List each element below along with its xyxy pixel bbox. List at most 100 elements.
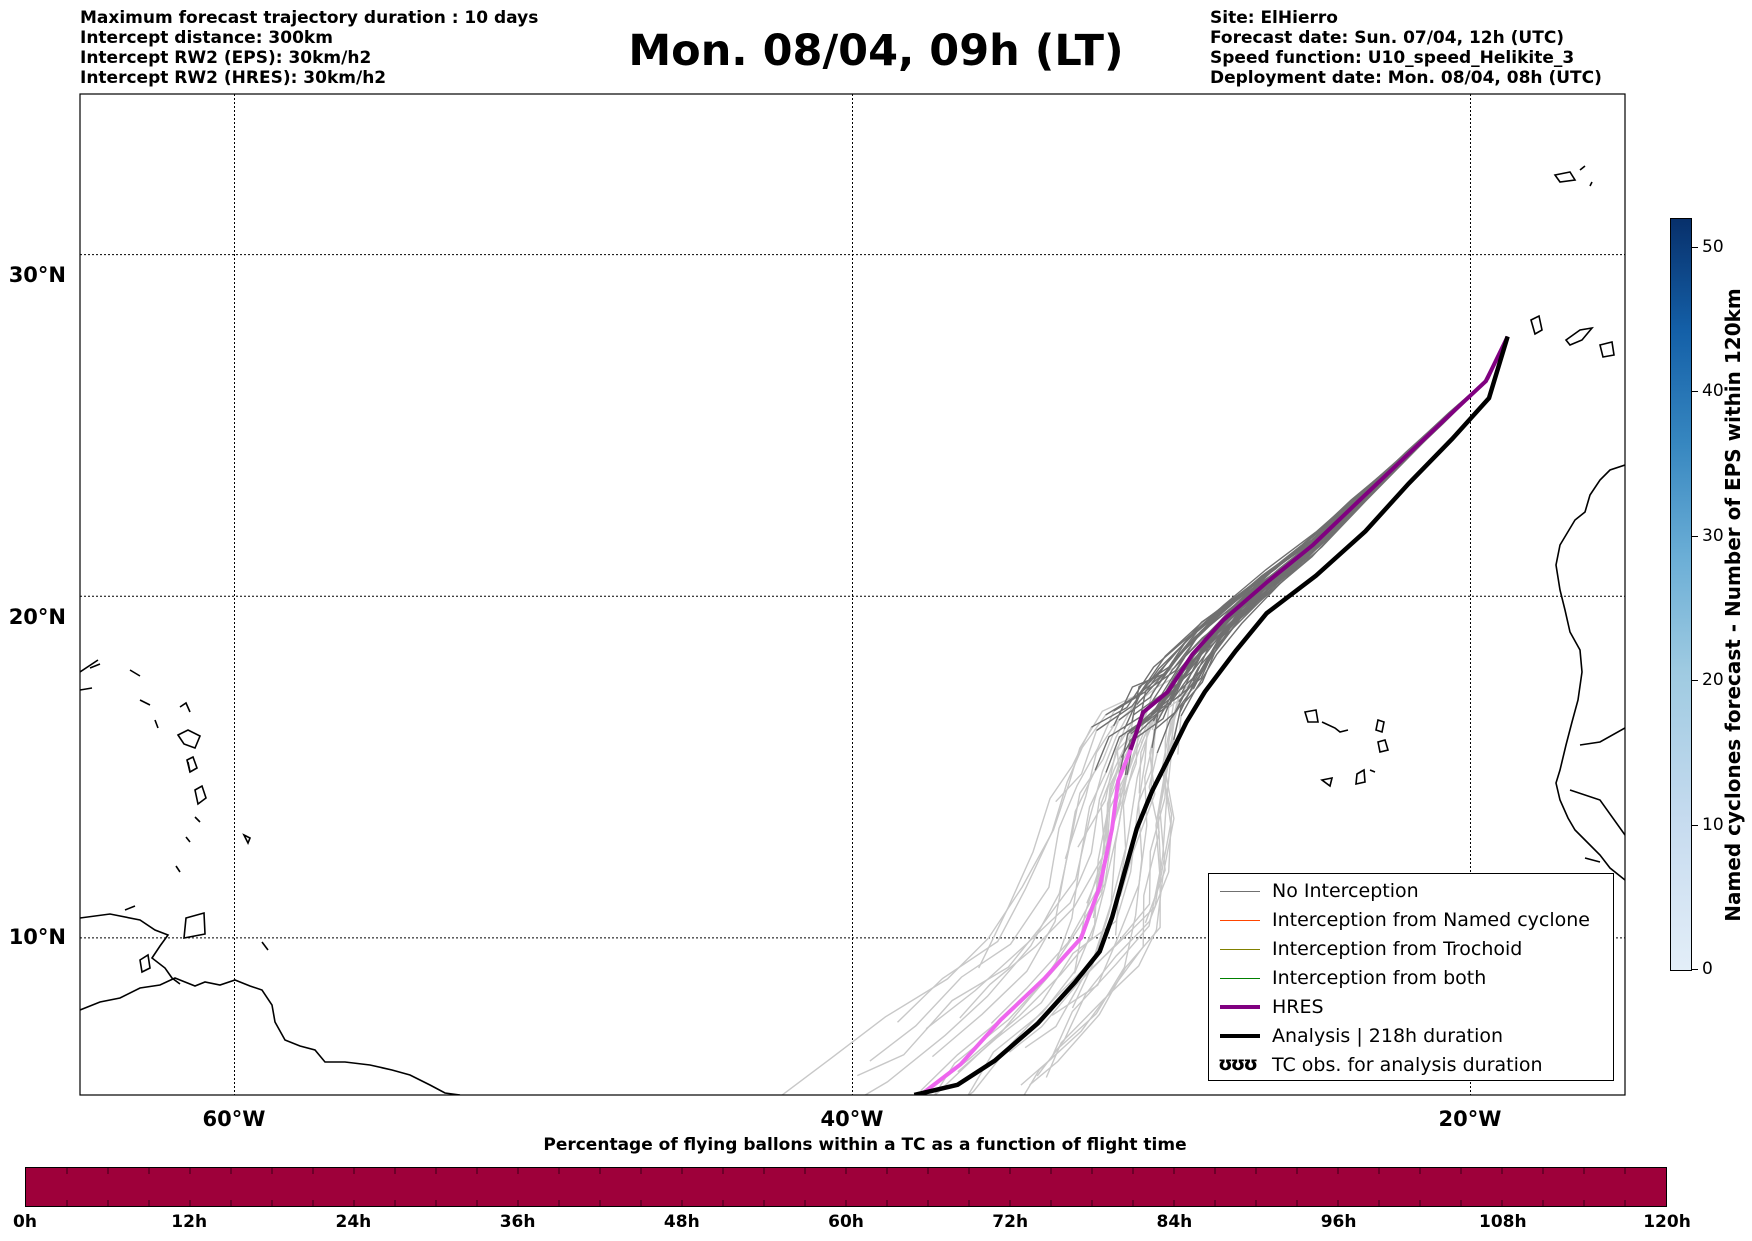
eps-track-late — [897, 714, 1107, 1023]
flight-time-label: 72h — [992, 1212, 1029, 1232]
eps-colorbar-tick — [1692, 535, 1698, 537]
flight-time-label: 48h — [663, 1212, 700, 1232]
island-capeverde-3 — [1377, 739, 1390, 753]
flight-time-label: 120h — [1643, 1212, 1691, 1232]
eps-colorbar-tick — [1692, 824, 1698, 826]
coastline-africa-bays — [1569, 727, 1625, 863]
legend-item-hres: HRES — [1209, 993, 1615, 1022]
coastline-trinidad — [183, 911, 206, 939]
eps-track-late — [1053, 730, 1155, 1053]
analysis-trajectory — [913, 335, 1510, 1095]
lat-label-30n: 30°N — [8, 263, 66, 287]
lat-label-20n: 20°N — [8, 605, 66, 629]
flight-time-label: 60h — [828, 1212, 864, 1232]
coastline-hispaniola-area — [80, 913, 181, 985]
eps-track-late — [1077, 722, 1133, 848]
flight-time-label: 108h — [1479, 1212, 1527, 1232]
hres-track-early — [1128, 335, 1510, 751]
eps-colorbar-tick-label: 40 — [1702, 381, 1724, 402]
eps-track-late — [863, 719, 1120, 1095]
island-madeira — [1553, 165, 1593, 187]
map-frame — [79, 93, 1626, 1096]
eps-colorbar-tick-label: 0 — [1702, 959, 1713, 979]
legend-item-trochoid: Interception from Trochoid — [1209, 935, 1615, 964]
eps-track-late — [869, 710, 1115, 1062]
legend-item-analysis: Analysis | 218h duration — [1209, 1022, 1615, 1051]
island-west-1 — [80, 659, 252, 845]
flight-time-label: 0h — [13, 1212, 37, 1232]
eps-track-late — [1064, 725, 1115, 860]
analysis-track-line — [913, 335, 1510, 1095]
island-arc-3 — [175, 761, 207, 873]
coastline-africa — [1555, 464, 1625, 881]
eps-colorbar-label: Named cyclones forecast - Number of EPS … — [1721, 288, 1745, 922]
legend-swatch — [1220, 1005, 1260, 1009]
header-right-line-3: Speed function: U10_speed_Helikite_3 — [1210, 48, 1575, 68]
island-capeverde-2 — [1375, 718, 1385, 734]
legend-label: Interception from both — [1272, 967, 1487, 989]
eps-track-late — [1024, 673, 1200, 1049]
eps-track-late — [1008, 689, 1182, 1053]
header-left-line-4: Intercept RW2 (HRES): 30km/h2 — [80, 68, 387, 88]
legend-label: Interception from Named cyclone — [1272, 909, 1590, 931]
coastline-south-america — [80, 977, 461, 1095]
flight-time-label: 84h — [1156, 1212, 1193, 1232]
eps-track-late — [957, 701, 1165, 1073]
hres-trajectory — [919, 335, 1510, 1095]
flight-time-label: 24h — [335, 1212, 372, 1232]
lat-label-10n: 10°N — [8, 925, 66, 949]
eps-colorbar-tick — [1692, 680, 1698, 682]
legend-item-tc-obs: ʊʊʊ TC obs. for analysis duration — [1209, 1051, 1615, 1080]
legend-swatch — [1220, 891, 1260, 892]
eps-track-late — [967, 775, 1120, 1095]
legend-item-named-cyclone: Interception from Named cyclone — [1209, 906, 1615, 935]
legend-label: TC obs. for analysis duration — [1272, 1054, 1543, 1076]
header-left-line-1: Maximum forecast trajectory duration : 1… — [80, 8, 539, 28]
island-canary-3 — [1599, 341, 1615, 358]
flight-time-colorbar-title: Percentage of flying ballons within a TC… — [543, 1135, 1187, 1155]
legend-label: No Interception — [1272, 880, 1419, 902]
eps-track-late — [931, 769, 1096, 1058]
grid-lines — [80, 94, 1625, 1095]
island-capeverde-1 — [1303, 709, 1349, 733]
hres-track-late — [919, 749, 1133, 1095]
legend-swatch — [1220, 920, 1260, 921]
legend-label: Interception from Trochoid — [1272, 938, 1523, 960]
tc-obs-symbol-icon: ʊʊʊ — [1218, 1053, 1258, 1075]
eps-track-late — [1073, 774, 1127, 974]
island-arc-4 — [89, 663, 191, 729]
lon-label-60w: 60°W — [202, 1107, 266, 1131]
legend-item-both: Interception from both — [1209, 964, 1615, 993]
header-left-line-2: Intercept distance: 300km — [80, 28, 333, 48]
legend-swatch — [1220, 1034, 1260, 1038]
eps-track-late — [857, 686, 1158, 1077]
island-west-2 — [124, 905, 269, 974]
island-arc-2 — [176, 729, 202, 750]
eps-colorbar-tick-label: 10 — [1702, 814, 1724, 835]
eps-colorbar-tick-label: 30 — [1702, 525, 1724, 546]
header-right-line-2: Forecast date: Sun. 07/04, 12h (UTC) — [1210, 28, 1565, 48]
flight-time-label: 96h — [1320, 1212, 1357, 1232]
legend-item-no-interception: No Interception — [1209, 877, 1615, 906]
eps-colorbar-tick — [1692, 391, 1698, 393]
eps-track-late — [925, 728, 1125, 1030]
eps-track-late — [932, 714, 1152, 1089]
header-right-line-4: Deployment date: Mon. 08/04, 08h (UTC) — [1210, 68, 1602, 88]
header-left-line-3: Intercept RW2 (EPS): 30km/h2 — [80, 48, 372, 68]
eps-track-late — [978, 726, 1093, 969]
flight-time-label: 12h — [171, 1212, 208, 1232]
flight-time-colorbar-ticks — [66, 1168, 1626, 1206]
island-capeverde-4 — [1320, 768, 1376, 788]
header-right-line-1: Site: ElHierro — [1210, 8, 1338, 28]
lon-label-40w: 40°W — [820, 1107, 884, 1131]
coastlines — [80, 165, 1625, 1095]
legend-label: HRES — [1272, 996, 1324, 1018]
flight-time-label: 36h — [499, 1212, 536, 1232]
eps-track-late — [959, 728, 1139, 1019]
eps-colorbar-tick-label: 50 — [1702, 236, 1724, 257]
eps-colorbar-tick — [1692, 246, 1698, 248]
page-title: Mon. 08/04, 09h (LT) — [628, 26, 1124, 76]
legend-swatch — [1220, 949, 1260, 950]
eps-colorbar-tick — [1692, 969, 1698, 970]
